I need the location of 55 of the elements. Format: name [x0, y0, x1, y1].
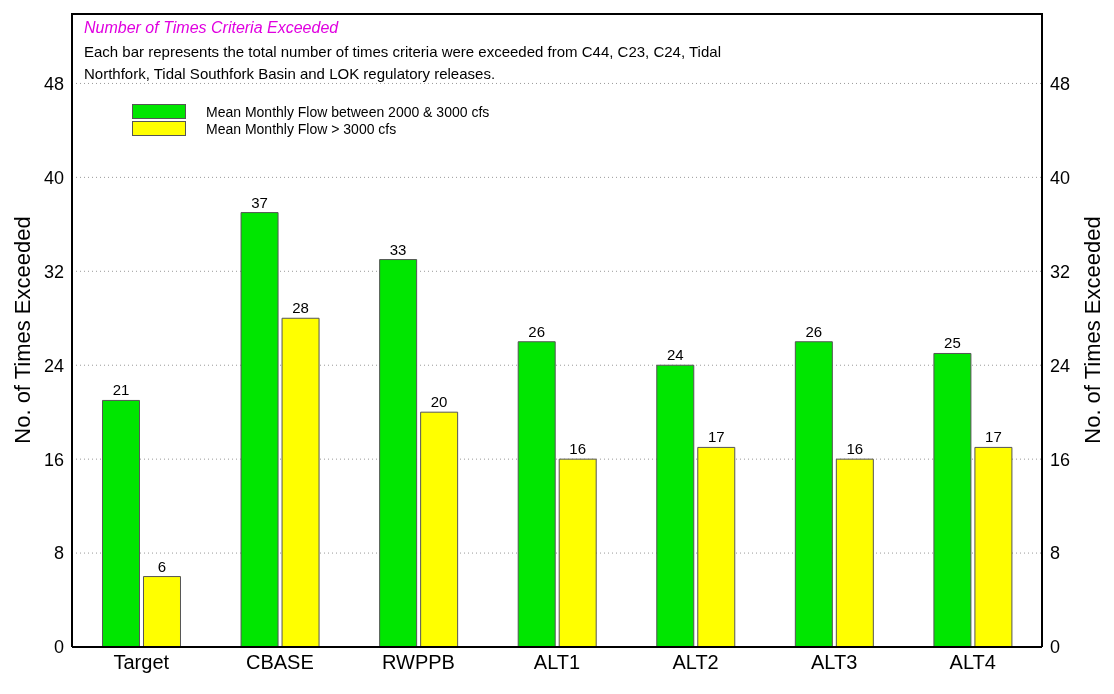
y-tick-label: 0: [53, 637, 64, 658]
bar: [142, 576, 181, 647]
y2-tick-label: 48: [1050, 73, 1071, 94]
data-label: 17: [707, 428, 725, 446]
y2-tick-label: 0: [1050, 637, 1061, 658]
y2-tick-label: 40: [1050, 167, 1071, 188]
y-tick-label: 32: [43, 261, 64, 282]
y2-tick-label: 16: [1050, 449, 1071, 470]
data-label: 26: [805, 322, 823, 340]
bar: [974, 446, 1013, 647]
y2-tick-label: 8: [1050, 543, 1061, 564]
y-axis-title: No. of Times Exceeded: [9, 216, 35, 444]
legend-label: Mean Monthly Flow > 3000 cfs: [206, 120, 397, 137]
data-label: 28: [292, 299, 309, 317]
bar: [517, 341, 556, 647]
x-tick-label: ALT1: [533, 651, 581, 674]
x-tick-label: ALT3: [810, 651, 858, 674]
bar: [794, 341, 833, 647]
bar: [101, 399, 140, 647]
bar: [656, 364, 695, 647]
y-tick-label: 8: [53, 543, 64, 564]
data-label: 24: [666, 346, 684, 364]
data-label: 21: [112, 381, 130, 399]
y-tick-label: 24: [43, 355, 64, 376]
bar: [420, 411, 459, 647]
x-tick-label: CBASE: [245, 651, 314, 674]
bar: [697, 446, 736, 647]
data-label: 25: [944, 334, 961, 352]
bar: [558, 458, 597, 647]
data-label: 20: [430, 393, 448, 411]
y-tick-label: 40: [43, 167, 64, 188]
bar: [281, 317, 320, 647]
data-label: 33: [389, 240, 407, 258]
x-tick-label: RWPPB: [381, 651, 455, 674]
data-label: 16: [846, 440, 864, 458]
text: Each bar represents the total number of times criteria were exceeded from C44, C23, C24, Tidal Northfork, Tidal Southfork Basin and LOK regulatory releases.: [84, 42, 722, 84]
y2-tick-label: 24: [1050, 355, 1071, 376]
y2-tick-label: 32: [1050, 261, 1071, 282]
bar: [379, 259, 418, 647]
y2-axis-title: No. of Times Exceeded: [1079, 216, 1105, 444]
x-tick-label: ALT4: [949, 651, 996, 674]
x-tick-label: Target: [113, 651, 170, 674]
bar: [835, 458, 874, 647]
data-label: 6: [157, 557, 167, 575]
chart-title: Number of Times Criteria Exceeded: [84, 19, 340, 37]
bar: [933, 352, 972, 647]
x-tick-label: ALT2: [672, 651, 719, 674]
data-label: 16: [569, 440, 587, 458]
data-label: 17: [985, 428, 1002, 446]
y-tick-label: 48: [43, 73, 64, 94]
y-tick-label: 16: [43, 449, 64, 470]
bar: [240, 212, 279, 647]
data-label: 37: [251, 193, 268, 211]
legend-label: Mean Monthly Flow between 2000 & 3000 cfs: [206, 103, 490, 120]
data-label: 26: [528, 322, 546, 340]
